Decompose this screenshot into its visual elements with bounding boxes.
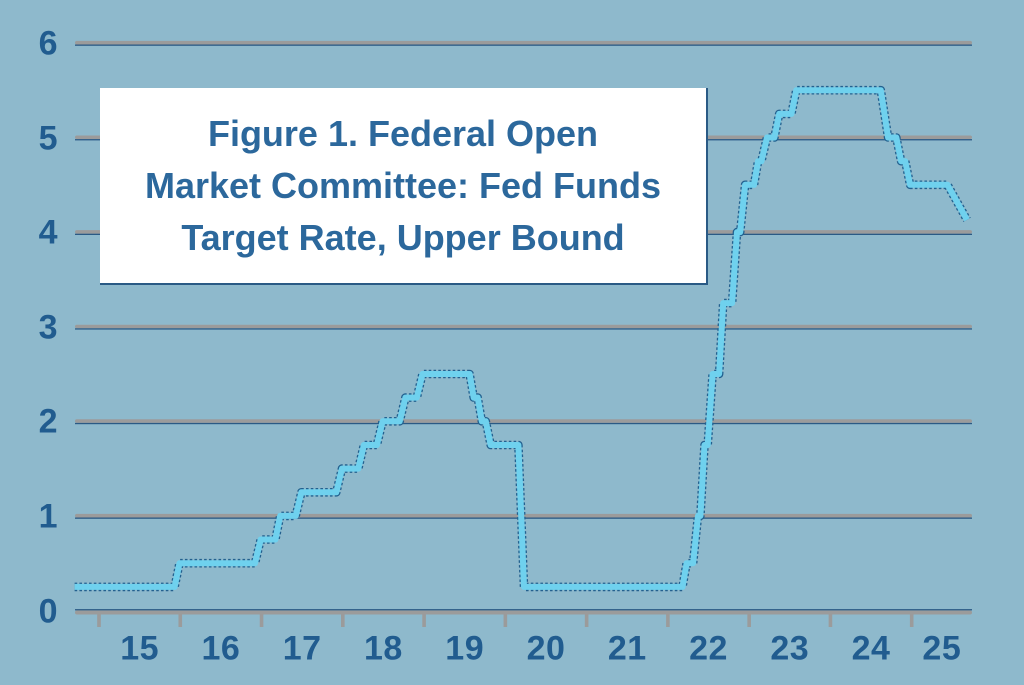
- x-axis-edge: [75, 609, 972, 611]
- rate-line: [74, 87, 970, 590]
- x-tick-label: 25: [922, 629, 962, 668]
- x-tick-label: 20: [526, 629, 566, 668]
- x-tick-label: 24: [851, 629, 891, 668]
- x-axis-tick: [584, 613, 589, 627]
- y-gridline: [75, 324, 972, 329]
- x-axis-tick: [747, 613, 751, 627]
- x-axis-tick: [97, 613, 101, 627]
- y-tick-label: 1: [38, 497, 58, 536]
- x-tick-label: 19: [445, 629, 485, 668]
- x-tick-label: 21: [607, 629, 647, 668]
- y-tick-label: 4: [38, 213, 58, 252]
- x-tick-label: 22: [689, 629, 728, 668]
- y-gridline: [75, 419, 972, 423]
- x-axis-tick: [422, 613, 426, 627]
- y-tick-label: 5: [38, 119, 58, 157]
- x-tick-label: 23: [770, 629, 810, 668]
- x-tick-label: 17: [282, 629, 322, 668]
- y-gridline-edge: [75, 328, 972, 330]
- y-tick-label: 3: [38, 308, 58, 347]
- y-tick-label: 6: [38, 24, 58, 63]
- x-axis-tick: [503, 613, 508, 627]
- x-tick-label: 15: [120, 629, 160, 668]
- y-gridline: [75, 40, 972, 45]
- x-axis-tick: [828, 613, 833, 627]
- x-tick-label: 18: [364, 629, 403, 668]
- x-axis-tick: [909, 613, 914, 627]
- x-axis-line: [75, 610, 972, 615]
- chart-title-line-1: Figure 1. Federal Open: [207, 112, 599, 154]
- chart-title-line-2: Market Committee: Fed Funds: [144, 164, 662, 206]
- y-gridline-edge: [75, 422, 972, 425]
- x-tick-label: 16: [201, 629, 241, 668]
- y-tick-label: 2: [38, 402, 58, 441]
- x-axis-tick: [178, 613, 183, 627]
- chart-title-line-3: Target Rate, Upper Bound: [181, 216, 625, 258]
- chart-title-box: Figure 1. Federal Open Market Committee:…: [100, 88, 708, 285]
- y-tick-label: 0: [38, 592, 58, 630]
- y-gridline-edge: [75, 44, 972, 46]
- x-axis-tick: [666, 613, 670, 627]
- x-axis-tick: [341, 613, 345, 627]
- x-axis-tick: [259, 613, 264, 627]
